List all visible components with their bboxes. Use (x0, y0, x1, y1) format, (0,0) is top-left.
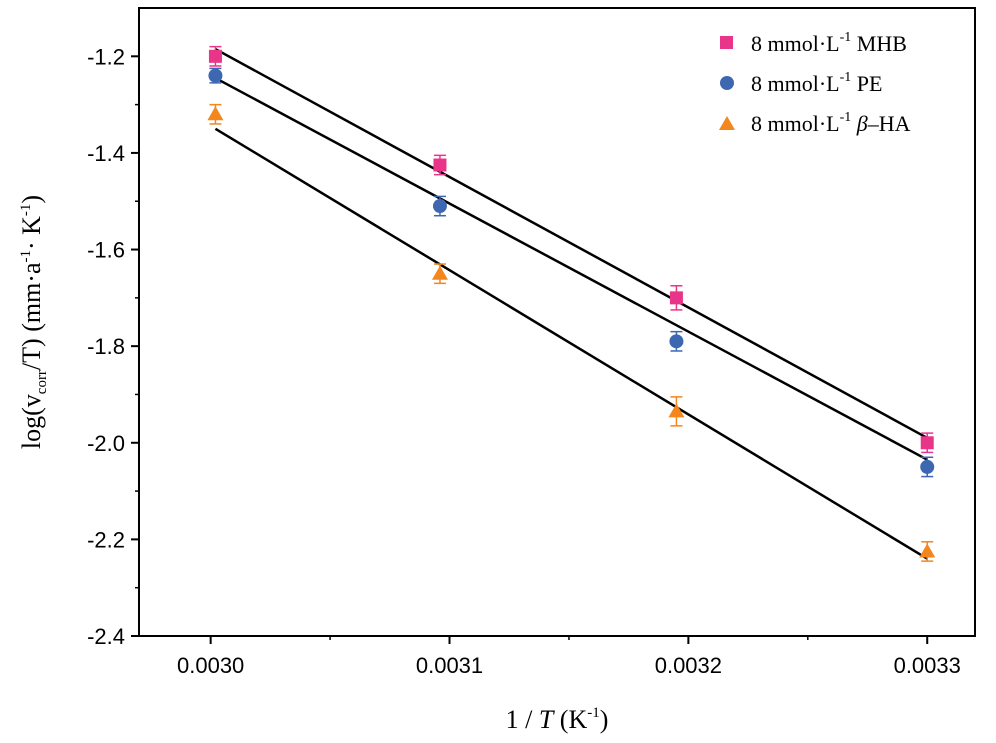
y-tick-label: -2.0 (87, 431, 125, 456)
legend: 8 mmol·L-1 MHB 8 mmol·L-1 PE 8 mmol·L-1 … (719, 30, 911, 136)
data-point-group (208, 67, 223, 84)
y-tick-label: -1.8 (87, 334, 125, 359)
legend-label-pe: 8 mmol·L-1 PE (751, 70, 882, 96)
legend-item-pe: 8 mmol·L-1 PE (720, 70, 882, 96)
axis-ticks: -2.4 -2.2 -2.0 -1.8 -1.6 -1.4 -1.2 0.0030 0.0031… (87, 44, 961, 678)
data-point-group (208, 45, 222, 67)
legend-label-ha: 8 mmol·L-1 β–HA (751, 110, 911, 136)
data-point-group (669, 285, 683, 311)
x-tick-label: 0.0032 (655, 653, 722, 678)
fit-line (214, 127, 928, 560)
data-point-group (432, 195, 447, 217)
data-point-group (669, 330, 684, 352)
data-point-circle (432, 199, 447, 214)
x-axis-title: 1 / T (K-1) (506, 705, 609, 734)
data-point-group (920, 456, 935, 478)
legend-marker-square (720, 36, 733, 49)
legend-marker-triangle (719, 116, 735, 130)
fit-line (214, 47, 928, 440)
data-point-triangle (919, 543, 936, 558)
fit-lines (214, 47, 928, 560)
plot-frame (138, 7, 976, 637)
y-tick-label: -1.6 (87, 238, 125, 263)
data-point-group (668, 396, 685, 427)
legend-label-mhb: 8 mmol·L-1 MHB (751, 30, 907, 56)
data-point-triangle (431, 265, 448, 280)
legend-marker-circle (720, 76, 734, 90)
data-point-group (431, 263, 448, 285)
x-tick-label: 0.0033 (894, 653, 961, 678)
y-tick-label: -1.4 (87, 141, 125, 166)
y-tick-label: -1.2 (87, 44, 125, 69)
x-tick-label: 0.0031 (416, 653, 483, 678)
data-points (207, 45, 936, 562)
data-point-circle (208, 68, 223, 83)
data-point-square (669, 291, 683, 305)
y-axis-title: log(vcorr/T) (mm·a-1· K-1) (17, 195, 50, 449)
fit-line (214, 76, 928, 461)
data-point-circle (920, 459, 935, 474)
data-point-group (207, 103, 224, 125)
y-tick-label: -2.4 (87, 624, 125, 649)
x-tick-label: 0.0030 (177, 653, 244, 678)
data-point-square (920, 436, 934, 450)
data-point-group (920, 432, 934, 454)
data-point-group (919, 541, 936, 562)
legend-item-ha: 8 mmol·L-1 β–HA (719, 110, 911, 136)
legend-item-mhb: 8 mmol·L-1 MHB (720, 30, 907, 56)
data-point-triangle (207, 106, 224, 121)
data-point-triangle (668, 403, 685, 418)
y-tick-label: -2.2 (87, 527, 125, 552)
data-point-circle (669, 334, 684, 349)
data-point-square (433, 158, 447, 172)
data-point-square (208, 49, 222, 63)
data-point-group (433, 154, 447, 176)
